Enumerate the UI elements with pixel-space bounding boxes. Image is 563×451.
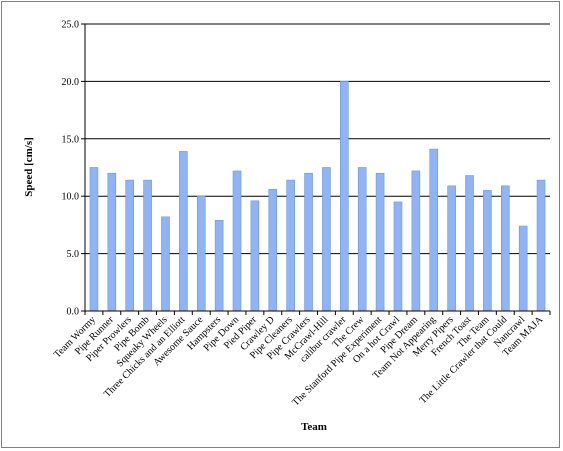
bar xyxy=(304,172,313,312)
bar xyxy=(340,81,349,312)
bar xyxy=(375,172,385,312)
bar xyxy=(125,179,135,312)
bar xyxy=(447,185,456,312)
y-tick-label: 15.0 xyxy=(62,134,80,145)
bar xyxy=(268,189,278,312)
bar xyxy=(536,179,546,312)
bar xyxy=(107,172,117,312)
y-tick-label: 25.0 xyxy=(62,20,80,31)
bar xyxy=(518,225,528,312)
bar xyxy=(500,185,510,312)
bar xyxy=(214,220,224,312)
bar xyxy=(483,190,492,312)
bar xyxy=(250,200,260,312)
axes xyxy=(81,23,551,315)
bar xyxy=(429,148,439,312)
y-tick-labels: 0.0 5.0 10.0 15.0 20.0 25.0 xyxy=(62,20,80,318)
bar xyxy=(322,167,331,312)
y-tick-label: 0.0 xyxy=(67,307,80,318)
x-axis-title: Team xyxy=(301,421,327,433)
bar xyxy=(196,195,206,312)
y-axis-title: Speed [cm/s] xyxy=(23,137,35,197)
bar xyxy=(393,201,403,312)
bar xyxy=(357,167,367,312)
bar xyxy=(465,175,474,312)
y-tick-label: 20.0 xyxy=(62,77,80,88)
bar xyxy=(161,216,170,312)
y-tick-label: 5.0 xyxy=(67,249,80,260)
y-tick-label: 10.0 xyxy=(62,192,80,203)
bar xyxy=(232,170,242,312)
gridlines xyxy=(85,23,550,255)
bar xyxy=(286,179,295,312)
bar xyxy=(143,179,152,312)
bar xyxy=(179,151,188,312)
bar xyxy=(89,167,99,312)
bar xyxy=(411,170,421,312)
